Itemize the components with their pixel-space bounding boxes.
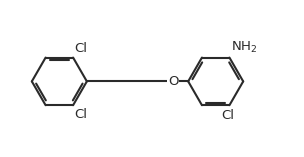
Text: Cl: Cl: [74, 42, 87, 55]
Text: Cl: Cl: [222, 109, 234, 122]
Text: O: O: [168, 75, 178, 88]
Text: NH$_2$: NH$_2$: [231, 40, 257, 55]
Text: Cl: Cl: [74, 108, 87, 121]
